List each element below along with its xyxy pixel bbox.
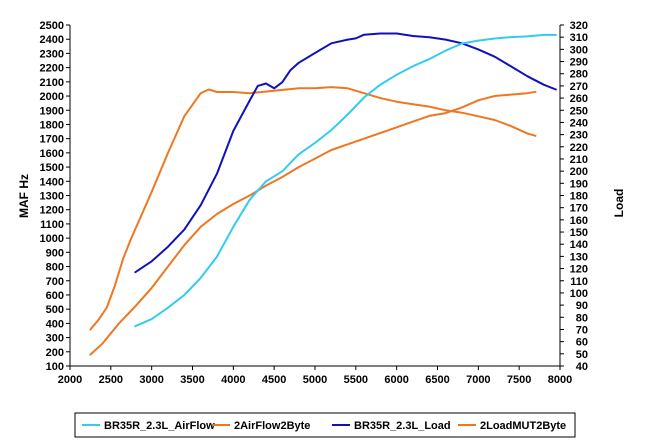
legend-label-2loadmut2byte: 2LoadMUT2Byte xyxy=(480,420,566,432)
x-tick-label: 4500 xyxy=(262,374,286,386)
y-tick-label: 1000 xyxy=(40,233,64,245)
y2-tick-label: 40 xyxy=(576,361,588,373)
y-tick-label: 2000 xyxy=(40,91,64,103)
y-tick-label: 2100 xyxy=(40,77,64,89)
legend-label-2airflow2byte: 2AirFlow2Byte xyxy=(234,420,310,432)
y2-tick-label: 260 xyxy=(570,93,588,105)
legend-box xyxy=(74,412,576,438)
ticks-layer: 2000 2500 3000 3500 4000 4500 5000 5500 6000 6500… xyxy=(40,20,588,386)
legend-label-br35r-2-3l-load: BR35R_2.3L_Load xyxy=(354,420,451,432)
legend-label-br35r-2-3l-airflow: BR35R_2.3L_AirFlow xyxy=(104,420,215,432)
x-tick-label: 3500 xyxy=(180,374,204,386)
y2-tick-label: 320 xyxy=(570,20,588,32)
series-line-br35r-2-3l-airflow xyxy=(134,33,557,328)
y-tick-label: 1900 xyxy=(40,105,64,117)
y-tick-label: 2200 xyxy=(40,63,64,75)
x-tick-label: 6500 xyxy=(425,374,449,386)
y-tick-label: 1200 xyxy=(40,205,64,217)
plot-area xyxy=(70,25,560,366)
y-tick-label: 1400 xyxy=(40,176,64,188)
y2-tick-label: 240 xyxy=(570,117,588,129)
y-tick-label: 900 xyxy=(46,247,64,259)
y2-tick-label: 150 xyxy=(570,227,588,239)
x-tick-label: 2000 xyxy=(58,374,82,386)
y2-tick-label: 230 xyxy=(570,130,588,142)
y-axis-title: MAF Hz xyxy=(17,174,31,218)
y2-tick-label: 280 xyxy=(570,69,588,81)
y2-tick-label: 80 xyxy=(576,312,588,324)
series-line-2loadmut2byte xyxy=(89,86,537,331)
x-tick-label: 8000 xyxy=(548,374,572,386)
y-tick-label: 500 xyxy=(46,304,64,316)
y2-tick-label: 190 xyxy=(570,178,588,190)
x-tick-label: 6000 xyxy=(384,374,408,386)
y2-tick-label: 210 xyxy=(570,154,588,166)
y-tick-label: 1500 xyxy=(40,162,64,174)
y2-tick-label: 160 xyxy=(570,215,588,227)
y2-tick-label: 50 xyxy=(576,349,588,361)
y2-axis-title: Load xyxy=(612,189,626,218)
y2-tick-label: 90 xyxy=(576,300,588,312)
y-tick-label: 2500 xyxy=(40,20,64,32)
y2-tick-label: 170 xyxy=(570,203,588,215)
y2-tick-label: 270 xyxy=(570,81,588,93)
y2-tick-label: 60 xyxy=(576,337,588,349)
y2-tick-label: 200 xyxy=(570,166,588,178)
y-tick-label: 100 xyxy=(46,361,64,373)
y-tick-label: 1800 xyxy=(40,119,64,131)
y2-tick-label: 70 xyxy=(576,324,588,336)
x-tick-label: 7500 xyxy=(507,374,531,386)
y-tick-label: 2400 xyxy=(40,34,64,46)
x-tick-label: 3000 xyxy=(139,374,163,386)
x-tick-label: 7000 xyxy=(466,374,490,386)
y-tick-label: 1100 xyxy=(40,219,64,231)
y-tick-label: 1600 xyxy=(40,148,64,160)
y2-tick-label: 220 xyxy=(570,142,588,154)
y2-tick-label: 110 xyxy=(570,276,588,288)
y2-tick-label: 140 xyxy=(570,239,588,251)
y2-tick-label: 250 xyxy=(570,105,588,117)
series-line-2airflow2byte xyxy=(89,90,537,356)
x-tick-label: 5000 xyxy=(303,374,327,386)
series-layer xyxy=(89,32,557,356)
legend: BR35R_2.3L_AirFlow 2AirFlow2Byte BR35R_2.3… xyxy=(74,412,576,438)
y2-tick-label: 310 xyxy=(570,32,588,44)
x-tick-label: 4000 xyxy=(221,374,245,386)
y2-tick-label: 290 xyxy=(570,57,588,69)
x-tick-label: 5500 xyxy=(344,374,368,386)
y-tick-label: 400 xyxy=(46,318,64,330)
y-tick-label: 200 xyxy=(46,347,64,359)
y-tick-label: 700 xyxy=(46,276,64,288)
y2-tick-label: 100 xyxy=(570,288,588,300)
y-tick-label: 1700 xyxy=(40,134,64,146)
y2-tick-label: 300 xyxy=(570,44,588,56)
series-line-br35r-2-3l-load xyxy=(134,32,557,274)
y-tick-label: 300 xyxy=(46,333,64,345)
y-tick-label: 1300 xyxy=(40,191,64,203)
x-tick-label: 2500 xyxy=(99,374,123,386)
y-tick-label: 800 xyxy=(46,262,64,274)
y2-tick-label: 130 xyxy=(570,251,588,263)
y2-tick-label: 120 xyxy=(570,264,588,276)
y2-tick-label: 180 xyxy=(570,191,588,203)
legend-items: BR35R_2.3L_AirFlow 2AirFlow2Byte BR35R_2.3… xyxy=(82,420,566,432)
y-tick-label: 2300 xyxy=(40,48,64,60)
y-tick-label: 600 xyxy=(46,290,64,302)
